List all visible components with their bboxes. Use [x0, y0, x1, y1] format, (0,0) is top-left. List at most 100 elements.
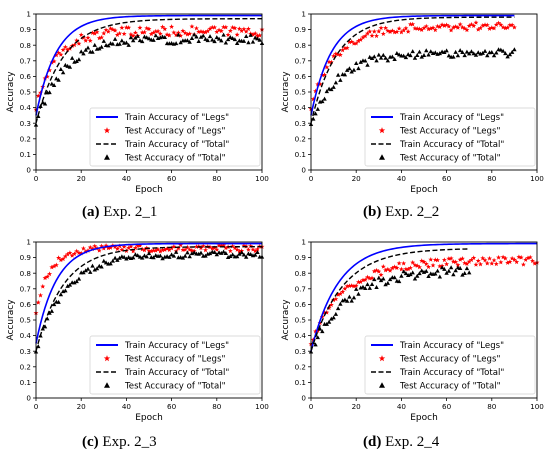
point-a-3-49: [144, 35, 149, 40]
point-a-1-89: [234, 32, 240, 37]
point-d-1-2: [313, 328, 318, 334]
point-d-3-66: [457, 265, 463, 270]
point-c-3-77: [207, 251, 213, 256]
point-d-1-81: [491, 257, 497, 263]
point-d-1-1: [310, 337, 316, 342]
point-d-1-24: [362, 277, 368, 282]
x-tick-label-c-2: 40: [122, 402, 132, 411]
point-b-3-25: [365, 62, 370, 67]
point-c-1-55: [157, 248, 163, 254]
y-tick-label-b-5: 0.5: [295, 88, 306, 97]
y-tick-label-d-8: 0.8: [295, 269, 307, 278]
point-c-1-86: [227, 248, 233, 254]
point-a-1-44: [132, 30, 138, 35]
point-b-3-32: [381, 52, 386, 57]
point-c-3-79: [212, 250, 217, 255]
x-tick-label-d-0: 0: [309, 402, 314, 411]
caption-c: (c) Exp. 2_3: [82, 434, 157, 451]
point-d-1-55: [432, 257, 438, 262]
chart-panel-a: 0 0.1 0.2 0.3 0.4 0.5 0.6 0.7 0.8 0.9 1 0 20 40 60 80 10…: [0, 0, 275, 228]
point-c-1-24: [87, 244, 93, 250]
y-axis-label-b: Accuracy: [281, 71, 291, 113]
point-b-3-12: [335, 72, 341, 77]
point-c-3-56: [160, 256, 165, 261]
y-tick-label-b-1: 0.1: [295, 150, 306, 159]
point-c-3-89: [234, 254, 240, 259]
point-c-1-48: [142, 247, 147, 253]
point-a-1-81: [216, 27, 222, 33]
point-a-3-67: [185, 38, 190, 43]
point-a-3-4: [42, 101, 48, 106]
point-c-3-66: [182, 253, 188, 258]
point-a-3-7: [49, 81, 55, 86]
point-a-1-82: [218, 28, 224, 34]
point-d-1-71: [468, 257, 474, 263]
point-c-3-98: [255, 250, 260, 255]
point-b-3-88: [507, 52, 513, 57]
point-b-1-67: [459, 24, 465, 30]
point-c-1-53: [153, 247, 159, 253]
point-c-1-71: [193, 244, 199, 249]
point-c-3-26: [92, 267, 97, 272]
point-c-1-4: [42, 275, 48, 281]
x-tick-label-a-3: 60: [167, 174, 177, 183]
point-c-3-68: [187, 254, 192, 259]
point-a-3-30: [101, 38, 106, 43]
legend-swatch-b-1: [378, 127, 386, 134]
point-b-1-47: [414, 26, 420, 31]
x-tick-label-b-1: 20: [352, 174, 362, 183]
point-a-3-71: [194, 34, 199, 39]
y-axis-label-a: Accuracy: [6, 71, 16, 113]
point-a-1-47: [139, 29, 145, 35]
point-d-1-54: [430, 262, 436, 268]
point-c-1-78: [209, 245, 215, 251]
point-d-3-20: [354, 286, 359, 291]
point-c-1-29: [99, 243, 105, 249]
point-b-3-17: [347, 66, 352, 71]
legend-swatch-a-1: [103, 127, 111, 134]
point-b-3-33: [383, 55, 388, 60]
point-c-3-84: [223, 250, 229, 255]
point-d-1-45: [410, 259, 416, 265]
point-a-3-77: [207, 34, 213, 39]
point-b-1-21: [355, 38, 361, 44]
point-d-3-7: [324, 321, 330, 326]
plot-frame-a: [35, 13, 263, 171]
point-a-3-70: [192, 32, 197, 37]
point-d-3-56: [435, 268, 440, 273]
point-c-3-39: [121, 254, 127, 259]
point-b-3-89: [509, 49, 515, 54]
point-b-3-16: [344, 67, 350, 72]
point-b-3-82: [494, 50, 499, 55]
point-b-3-31: [378, 55, 384, 60]
point-d-1-40: [398, 266, 404, 272]
point-b-1-84: [498, 22, 504, 27]
legend-b: [364, 107, 536, 167]
point-b-1-82: [493, 22, 499, 27]
point-b-1-8: [326, 59, 332, 65]
point-b-1-35: [387, 29, 393, 34]
point-c-3-49: [144, 254, 149, 259]
point-b-1-74: [475, 26, 481, 32]
point-d-3-23: [360, 284, 366, 289]
point-d-3-63: [451, 272, 456, 277]
point-b-3-70: [467, 51, 472, 56]
point-d-1-94: [520, 261, 526, 267]
chart-svg-d: 0 0.1 0.2 0.3 0.4 0.5 0.6 0.7 0.8 0.9 1 0 20 40 60 80 10…: [281, 238, 544, 423]
y-tick-label-b-6: 0.6: [295, 72, 307, 81]
point-a-3-69: [189, 36, 195, 41]
point-a-3-87: [230, 35, 235, 40]
point-a-1-85: [225, 32, 231, 38]
point-c-1-52: [151, 247, 156, 253]
x-tick-label-b-3: 60: [442, 174, 452, 183]
point-c-3-4: [42, 324, 48, 329]
point-d-1-27: [369, 275, 375, 281]
point-a-1-18: [74, 37, 80, 43]
point-b-3-53: [428, 49, 433, 54]
point-b-1-43: [405, 29, 411, 34]
point-c-3-93: [243, 254, 249, 259]
legend-d: [364, 335, 536, 395]
point-d-3-17: [347, 294, 352, 299]
point-c-1-64: [178, 242, 184, 248]
point-d-3-59: [442, 266, 447, 271]
